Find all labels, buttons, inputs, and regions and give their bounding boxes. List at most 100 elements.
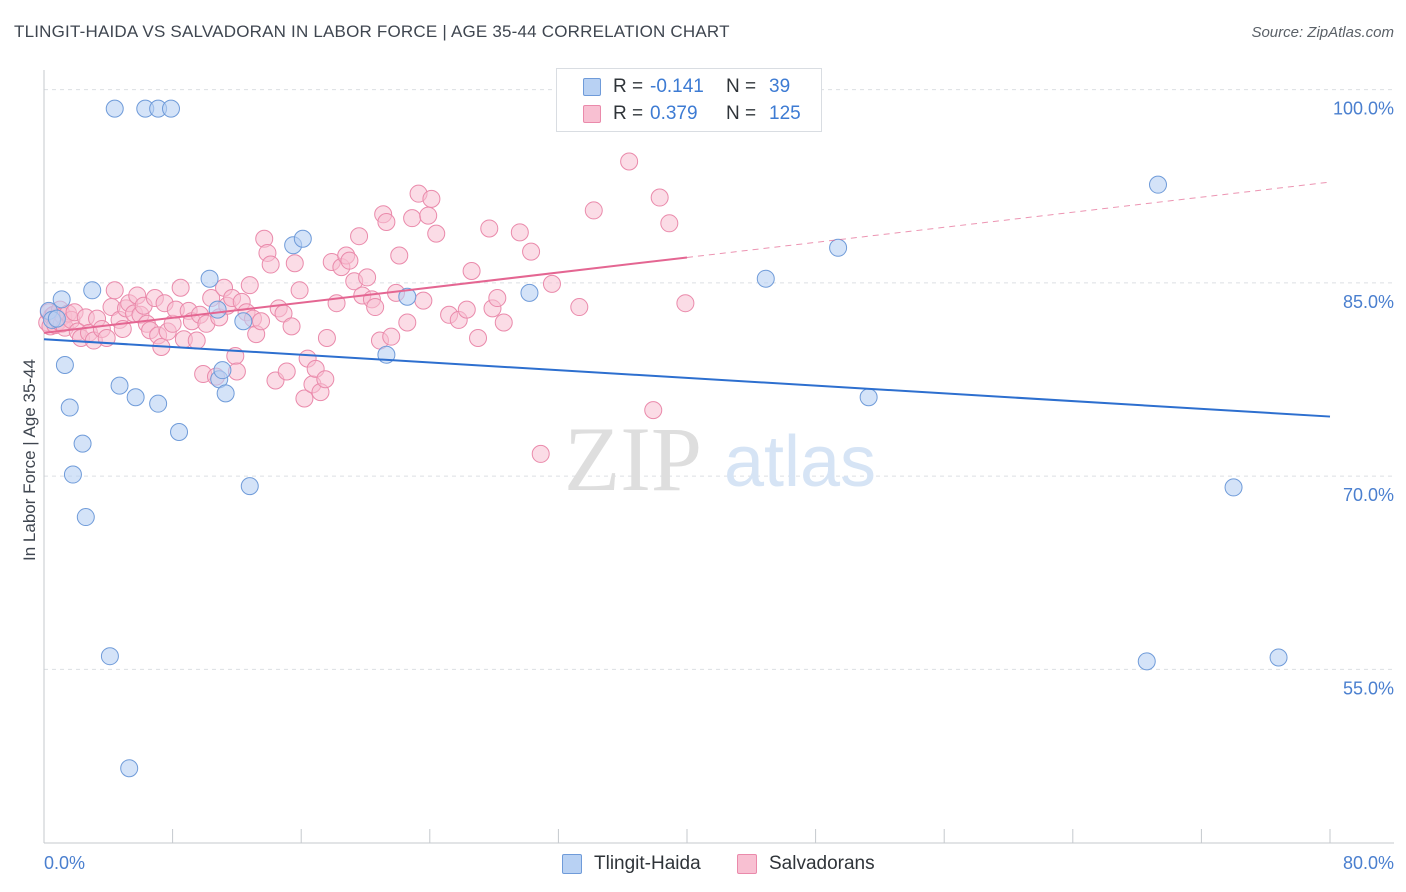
watermark-atlas: atlas: [724, 422, 876, 502]
y-tick-label: 70.0%: [1343, 485, 1394, 505]
salvadorans-point: [584, 201, 603, 220]
salvadorans-point: [542, 274, 561, 293]
tlingit-haida-point: [293, 229, 312, 248]
x-tick-label: 0.0%: [44, 853, 85, 873]
tlingit-haida-point: [208, 300, 227, 319]
tlingit-haida-point: [520, 283, 539, 302]
tlingit-haida-point: [1137, 652, 1156, 671]
salvadorans-point: [522, 242, 541, 261]
salvadorans-point: [377, 213, 396, 232]
salvadorans-point: [317, 328, 336, 347]
source-label: Source: ZipAtlas.com: [1251, 24, 1394, 41]
n-value: 39: [769, 76, 791, 97]
tlingit-haida-point: [126, 388, 145, 407]
salvadorans-point: [462, 261, 481, 280]
tlingit-haida-point: [200, 269, 219, 288]
y-tick-label: 55.0%: [1343, 678, 1394, 698]
tlingit-swatch: [562, 854, 582, 874]
salvadorans-point: [660, 214, 679, 233]
tlingit-haida-point: [1224, 478, 1243, 497]
salvadorans-point: [261, 255, 280, 274]
salvadorans-point: [295, 389, 314, 408]
salvadorans-point: [480, 219, 499, 238]
tlingit-haida-point: [105, 99, 124, 118]
tlingit-haida-point: [829, 238, 848, 257]
tlingit-haida-point: [240, 477, 259, 496]
r-value: 0.379: [650, 103, 698, 124]
tlingit-haida-point: [149, 394, 168, 413]
salvadorans-point: [531, 444, 550, 463]
tlingit-haida-trend-line: [43, 338, 1331, 418]
n-label: N =: [726, 76, 757, 97]
tlingit-haida-point: [100, 647, 119, 666]
tlingit-haida-point: [76, 508, 95, 527]
tlingit-haida-point: [63, 465, 82, 484]
watermark-zip: ZIP: [564, 408, 702, 510]
trend-lines: [43, 181, 1331, 418]
salvadorans-point: [290, 281, 309, 300]
tlingit-haida-point: [55, 356, 74, 375]
salvadorans-point: [350, 227, 369, 246]
x-tick-label: 80.0%: [1343, 853, 1394, 873]
watermark: ZIP atlas: [564, 408, 876, 510]
salvadorans-point: [390, 246, 409, 265]
tlingit-haida-point: [398, 287, 417, 306]
salvadorans-point: [422, 189, 441, 208]
chart-title: TLINGIT-HAIDA VS SALVADORAN IN LABOR FOR…: [14, 22, 730, 41]
legend-label: Salvadorans: [769, 853, 875, 874]
tlingit-haida-point: [47, 309, 66, 328]
tlingit-haida-point: [60, 398, 79, 417]
salvadorans-point: [240, 276, 259, 295]
salvadorans-point: [282, 317, 301, 336]
salvadorans-point: [398, 313, 417, 332]
salvadorans-swatch: [737, 854, 757, 874]
n-value: 125: [769, 103, 801, 124]
salvadorans-point: [252, 312, 271, 331]
salvadorans-point: [414, 291, 433, 310]
tlingit-haida-point: [859, 388, 878, 407]
tlingit-haida-point: [234, 312, 253, 331]
tlingit-haida-point: [73, 434, 92, 453]
salvadorans-point: [676, 294, 695, 313]
tlingit-haida-point: [216, 384, 235, 403]
tlingit-haida-point: [213, 361, 232, 380]
legend-row-tlingit: R = -0.141 N = 39: [557, 73, 821, 101]
tlingit-haida-point: [1269, 648, 1288, 667]
tlingit-haida-point: [110, 376, 129, 395]
salvadorans-point: [570, 298, 589, 317]
salvadorans-point: [358, 268, 377, 287]
r-value: -0.141: [650, 76, 704, 97]
correlation-legend: R = -0.141 N = 39 R = 0.379 N = 125: [556, 68, 822, 132]
salvadorans-point: [403, 209, 422, 228]
tlingit-swatch: [583, 78, 601, 96]
salvadorans-point: [488, 289, 507, 308]
salvadorans-point: [316, 370, 335, 389]
salvadorans-point: [650, 188, 669, 207]
legend-label: Tlingit-Haida: [594, 853, 701, 874]
axes: [43, 70, 1394, 844]
salvadorans-swatch: [583, 105, 601, 123]
tlingit-haida-points: [39, 99, 1288, 778]
series-legend: Tlingit-Haida Salvadorans: [0, 851, 1406, 879]
tlingit-haida-point: [120, 759, 139, 778]
salvadorans-point: [171, 278, 190, 297]
salvadorans-point: [382, 327, 401, 346]
tlingit-haida-point: [52, 290, 71, 309]
salvadorans-point: [510, 223, 529, 242]
salvadorans-point: [494, 313, 513, 332]
tlingit-haida-point: [83, 281, 102, 300]
salvadorans-point: [187, 331, 206, 350]
salvadorans-point: [366, 298, 385, 317]
salvadorans-point: [419, 206, 438, 225]
salvadorans-point: [105, 281, 124, 300]
legend-row-salvadorans: R = 0.379 N = 125: [557, 100, 821, 128]
tlingit-haida-point: [1148, 175, 1167, 194]
salvadorans-point: [277, 362, 296, 381]
tlingit-haida-point: [161, 99, 180, 118]
salvadorans-point: [644, 401, 663, 420]
tlingit-haida-point: [756, 269, 775, 288]
salvadorans-point: [457, 300, 476, 319]
salvadorans-point: [285, 254, 304, 273]
salvadorans-point: [620, 152, 639, 171]
